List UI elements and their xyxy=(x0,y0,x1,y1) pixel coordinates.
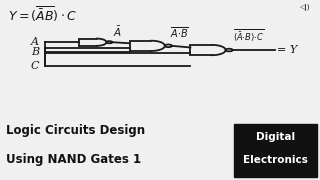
Text: Using NAND Gates 1: Using NAND Gates 1 xyxy=(6,153,141,166)
Text: Logic Circuits Design: Logic Circuits Design xyxy=(6,123,146,137)
Text: Digital: Digital xyxy=(256,132,295,143)
FancyBboxPatch shape xyxy=(234,123,317,177)
Text: A: A xyxy=(31,37,39,47)
Text: = Y: = Y xyxy=(277,45,297,55)
Text: $\overline{(\bar{A}{\cdot}B){\cdot}C}$: $\overline{(\bar{A}{\cdot}B){\cdot}C}$ xyxy=(233,27,264,44)
Text: $Y = (\overline{\bar{A}B}) \cdot C$: $Y = (\overline{\bar{A}B}) \cdot C$ xyxy=(8,5,77,24)
Text: B: B xyxy=(31,48,39,57)
Text: ◁|): ◁|) xyxy=(300,4,311,11)
Text: $\overline{A{\cdot}B}$: $\overline{A{\cdot}B}$ xyxy=(170,25,189,40)
Text: $\bar{A}$: $\bar{A}$ xyxy=(114,25,122,39)
Text: C: C xyxy=(30,61,39,71)
Text: Electronics: Electronics xyxy=(243,155,308,165)
